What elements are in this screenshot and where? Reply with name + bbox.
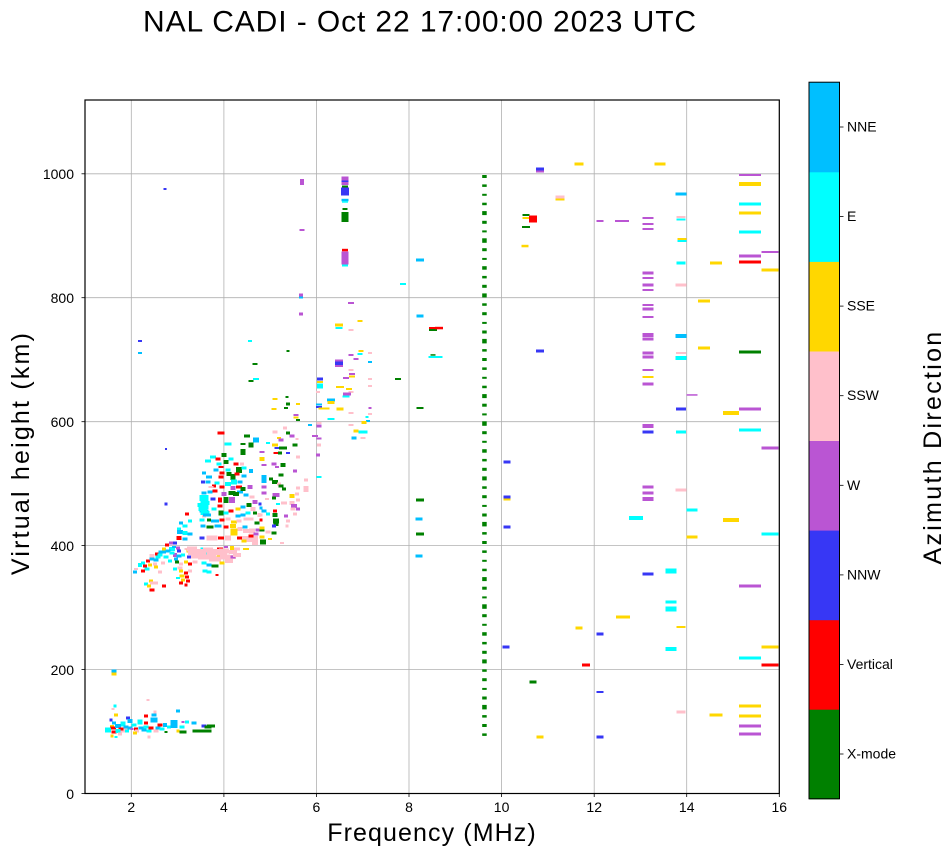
svg-text:SSW: SSW [847,387,880,403]
svg-text:4: 4 [220,799,228,815]
svg-text:E: E [847,208,856,224]
svg-text:SSE: SSE [847,298,875,314]
svg-text:1000: 1000 [43,166,74,182]
svg-text:Frequency (MHz): Frequency (MHz) [327,819,537,847]
svg-text:200: 200 [51,662,75,678]
svg-text:14: 14 [679,799,695,815]
svg-text:8: 8 [405,799,413,815]
svg-text:6: 6 [313,799,321,815]
svg-text:10: 10 [494,799,510,815]
svg-text:Vertical: Vertical [847,656,893,672]
svg-text:NNW: NNW [847,566,881,582]
svg-text:X-mode: X-mode [847,746,896,762]
svg-text:W: W [847,477,861,493]
svg-text:12: 12 [586,799,602,815]
svg-text:NNE: NNE [847,119,877,135]
svg-text:Virtual height (km): Virtual height (km) [7,331,35,575]
svg-text:Azimuth Direction: Azimuth Direction [919,330,947,565]
svg-text:600: 600 [51,414,75,430]
svg-text:16: 16 [772,799,788,815]
svg-text:NAL CADI - Oct 22 17:00:00 202: NAL CADI - Oct 22 17:00:00 2023 UTC [143,6,697,39]
svg-text:0: 0 [66,786,74,802]
svg-text:400: 400 [51,538,75,554]
svg-text:800: 800 [51,290,75,306]
svg-text:2: 2 [127,799,135,815]
